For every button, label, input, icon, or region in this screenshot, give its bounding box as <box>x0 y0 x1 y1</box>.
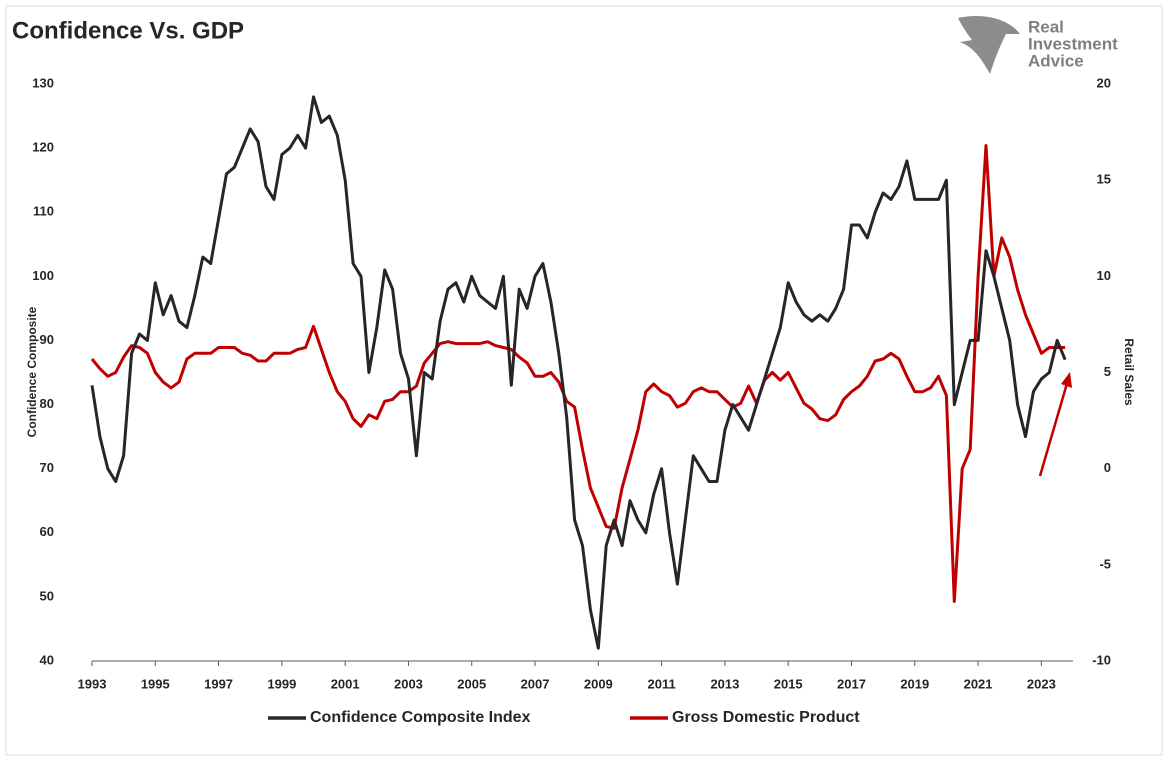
x-tick-label: 2015 <box>774 676 803 691</box>
x-tick-label: 2001 <box>331 676 360 691</box>
y-tick-label: 90 <box>40 332 54 347</box>
y-tick-label: 50 <box>40 588 54 603</box>
y-tick-label: 60 <box>40 524 54 539</box>
series-line <box>90 95 1067 650</box>
x-tick-label: 2013 <box>710 676 739 691</box>
legend-label: Gross Domestic Product <box>672 709 860 726</box>
x-tick-label: 2021 <box>964 676 993 691</box>
y2-tick-label: 5 <box>1104 364 1111 379</box>
y-tick-label: 120 <box>32 140 54 155</box>
x-tick-label: 2007 <box>521 676 550 691</box>
chart-title: Confidence Vs. GDP <box>12 17 244 44</box>
x-tick-label: 1999 <box>267 676 296 691</box>
x-tick-label: 2003 <box>394 676 423 691</box>
x-tick-label: 1995 <box>141 676 170 691</box>
logo-text: Advice <box>1028 51 1084 70</box>
x-tick-label: 2005 <box>457 676 486 691</box>
y-tick-label: 130 <box>32 75 54 90</box>
logo-text: Real <box>1028 17 1064 36</box>
y2-tick-label: 20 <box>1097 75 1111 90</box>
logo-mark <box>958 15 1020 74</box>
y2-tick-label: 10 <box>1097 268 1111 283</box>
legend-label: Confidence Composite Index <box>310 709 531 726</box>
x-tick-label: 2023 <box>1027 676 1056 691</box>
x-tick-label: 2009 <box>584 676 613 691</box>
y2-tick-label: 0 <box>1104 460 1111 475</box>
y-axis-label: Confidence Composite <box>25 306 39 437</box>
x-tick-label: 1993 <box>78 676 107 691</box>
frame <box>5 5 1163 756</box>
annotation-arrow-head <box>1061 372 1072 388</box>
series-line <box>90 144 1066 603</box>
y2-tick-label: -10 <box>1092 652 1111 667</box>
y-tick-label: 100 <box>32 268 54 283</box>
y2-axis-label: Retail Sales <box>1122 338 1136 406</box>
x-tick-label: 1997 <box>204 676 233 691</box>
annotation-arrow <box>1038 379 1070 477</box>
y-tick-label: 70 <box>40 460 54 475</box>
logo-text: Investment <box>1028 34 1118 53</box>
y2-tick-label: -5 <box>1099 556 1111 571</box>
y-tick-label: 80 <box>40 396 54 411</box>
x-tick-label: 2011 <box>648 676 676 691</box>
y-tick-label: 40 <box>40 652 54 667</box>
x-tick-label: 2017 <box>837 676 866 691</box>
y-tick-label: 110 <box>33 204 54 219</box>
x-tick-label: 2019 <box>900 676 929 691</box>
y2-tick-label: 15 <box>1097 172 1111 187</box>
